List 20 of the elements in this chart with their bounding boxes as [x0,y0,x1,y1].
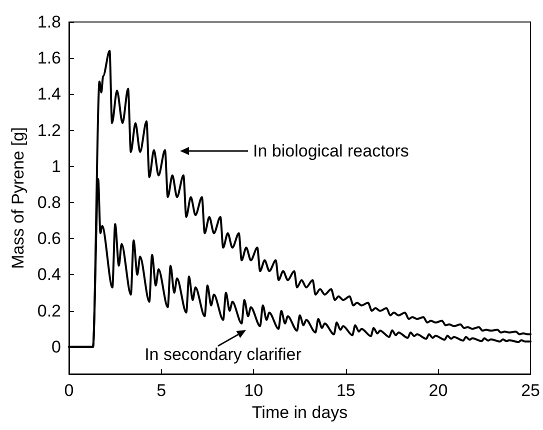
x-tick-label: 20 [428,381,448,400]
y-tick-label: 1 [52,156,61,176]
annotation: In biological reactors [253,142,409,160]
y-tick-label: 1.6 [37,48,61,68]
x-axis-title: Time in days [252,402,348,422]
y-tick-label: 0.4 [37,265,61,284]
x-tick-label: 15 [336,381,356,400]
y-tick-label: 1.4 [37,84,61,104]
annotation: In secondary clarifier [144,345,302,364]
y-tick-label: 1.8 [37,12,61,32]
y-tick-label: 1.2 [37,120,61,140]
y-tick-label: 0 [52,337,61,356]
y-tick-label: 0.2 [37,301,61,320]
y-tick-label: 0.6 [37,229,61,248]
x-tick-label: 5 [156,381,166,400]
x-tick-label: 0 [64,381,74,400]
y-tick-label: 0.8 [37,193,61,212]
y-axis-title: Mass of Pyrene [g] [8,127,28,269]
x-tick-label: 10 [244,381,264,400]
x-tick-label: 25 [521,381,540,400]
